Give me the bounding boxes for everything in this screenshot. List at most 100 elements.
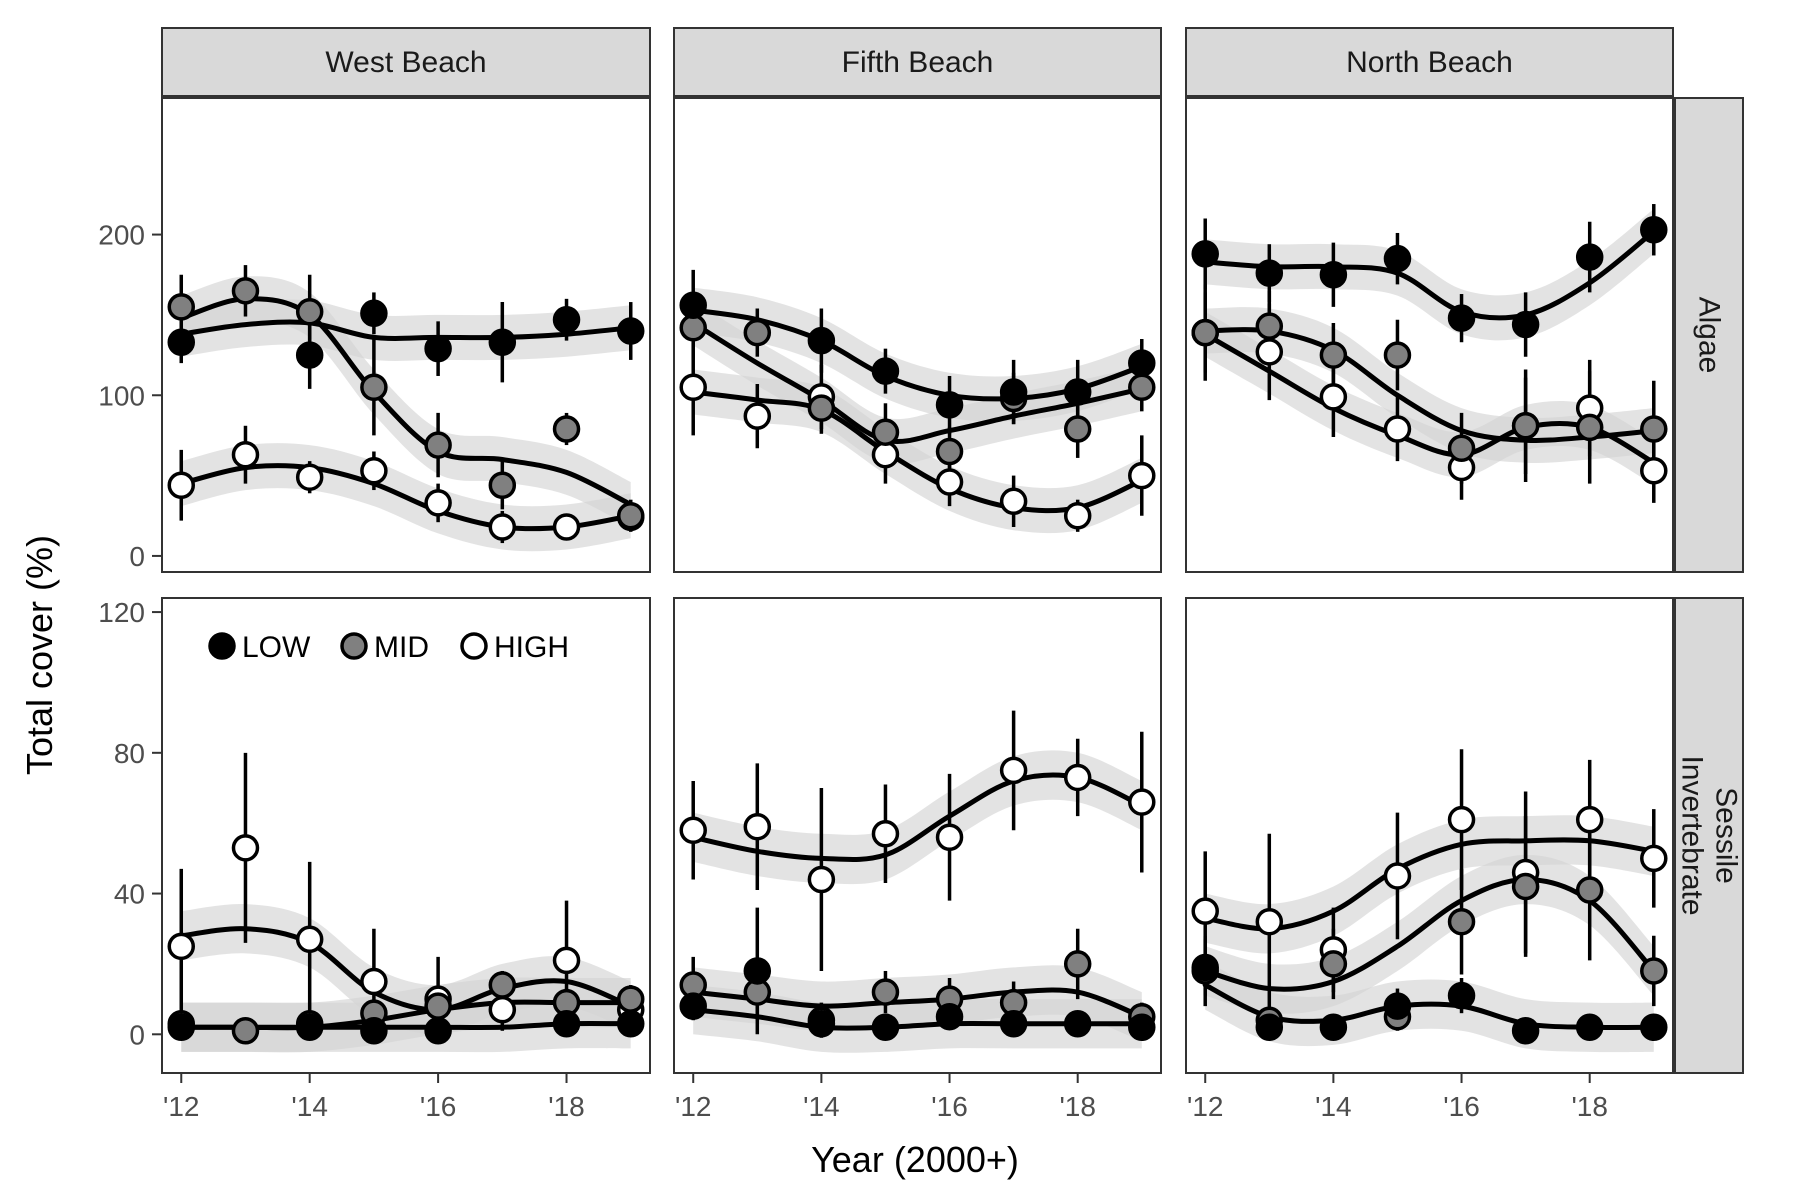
strip-box: [673, 27, 1162, 97]
point-low: [999, 378, 1028, 406]
point-mid: [1319, 950, 1348, 978]
point-mid: [552, 415, 581, 443]
point-low: [295, 341, 324, 369]
x-tick-label: '12: [675, 1091, 712, 1122]
strip-box: [161, 27, 651, 97]
point-high: [360, 967, 388, 996]
band-high: [693, 750, 1142, 885]
point-high: [552, 946, 581, 975]
point-high: [1063, 763, 1092, 792]
point-high: [1128, 788, 1156, 816]
point-high: [167, 932, 196, 961]
point-mid: [1383, 341, 1412, 369]
point-mid: [1640, 415, 1668, 443]
band-low: [693, 287, 1142, 422]
x-tick-label: '18: [1571, 1091, 1608, 1122]
point-high: [1128, 461, 1156, 490]
legend-item-high: HIGH: [460, 631, 569, 664]
point-mid: [1191, 318, 1219, 347]
point-mid: [1447, 907, 1476, 936]
point-low: [616, 317, 645, 345]
point-high: [167, 471, 196, 499]
point-high: [1640, 844, 1668, 873]
strip-label: Sessile: [1710, 787, 1743, 884]
y-tick-label: 120: [98, 597, 145, 628]
point-high: [231, 834, 260, 862]
y-tick-label: 80: [114, 738, 145, 769]
trend-line-low: [178, 319, 634, 341]
strip-box: [1674, 597, 1744, 1074]
x-tick-label: '12: [163, 1091, 200, 1122]
panel-border: [161, 597, 651, 1074]
point-low: [424, 334, 452, 363]
point-high: [871, 440, 900, 469]
point-high: [743, 402, 772, 430]
point-high: [807, 865, 836, 894]
point-low: [1383, 244, 1412, 273]
point-low: [1511, 310, 1540, 339]
panel-west-beach-algae: [161, 97, 651, 573]
trend-line-high: [178, 926, 634, 1013]
point-mid: [424, 431, 452, 459]
point-low: [1447, 981, 1476, 1010]
point-high: [999, 487, 1028, 516]
point-high: [679, 373, 707, 401]
point-mid: [1575, 413, 1604, 442]
panel-border: [673, 597, 1162, 1074]
point-low: [679, 291, 707, 320]
point-low: [552, 305, 581, 334]
point-mid: [424, 992, 452, 1020]
axes: 0 100 200 0 40 80 120 '12 '14 '16 '18 '12 '14 '16 '18 '…: [98, 220, 1608, 1122]
x-tick-label: '12: [1187, 1091, 1224, 1122]
panel-north-beach-sessile-invertebrate: [1185, 597, 1674, 1074]
point-high: [743, 812, 772, 841]
point-high: [935, 823, 964, 852]
point-low: [167, 1013, 196, 1042]
point-mid: [1575, 876, 1604, 904]
point-low: [1575, 243, 1604, 271]
panel-west-beach-sessile-invertebrate: [161, 597, 651, 1074]
point-low: [871, 357, 900, 385]
legend-key-low: [208, 632, 236, 660]
point-low: [1063, 1009, 1092, 1038]
point-mid: [1511, 872, 1540, 901]
point-low: [1191, 953, 1219, 982]
point-mid: [807, 394, 836, 422]
x-tick-label: '18: [548, 1091, 585, 1122]
point-high: [1319, 383, 1348, 411]
point-mid: [295, 297, 324, 326]
point-mid: [871, 418, 900, 446]
point-mid: [871, 978, 900, 1006]
point-low: [871, 1013, 900, 1042]
point-high: [1575, 805, 1604, 834]
point-low: [424, 1017, 452, 1045]
point-low: [616, 1009, 645, 1038]
point-low: [1063, 378, 1092, 406]
point-high: [999, 756, 1028, 785]
point-low: [360, 1017, 388, 1045]
point-low: [679, 992, 707, 1020]
point-low: [295, 1013, 324, 1042]
point-low: [1128, 349, 1156, 377]
point-low: [1447, 304, 1476, 332]
band-high: [693, 369, 1142, 534]
point-low: [1383, 992, 1412, 1020]
y-tick-label: 40: [114, 879, 145, 910]
point-low: [807, 1009, 836, 1038]
strip-label: Algae: [1693, 297, 1726, 374]
point-mid: [488, 971, 517, 999]
point-high: [1383, 862, 1412, 890]
y-tick-label: 0: [129, 541, 145, 572]
strip-fifth-beach: Fifth Beach: [673, 27, 1162, 97]
legend-item-low: LOW: [208, 631, 311, 664]
x-axis-title: Year (2000+): [811, 1139, 1019, 1180]
x-tick-label: '16: [1443, 1091, 1480, 1122]
panel-fifth-beach-sessile-invertebrate: [673, 597, 1162, 1074]
point-mid: [488, 471, 517, 499]
x-tick-label: '16: [931, 1091, 968, 1122]
point-mid: [935, 437, 964, 466]
legend-item-mid: MID: [340, 631, 429, 664]
strip-label: North Beach: [1346, 46, 1513, 79]
